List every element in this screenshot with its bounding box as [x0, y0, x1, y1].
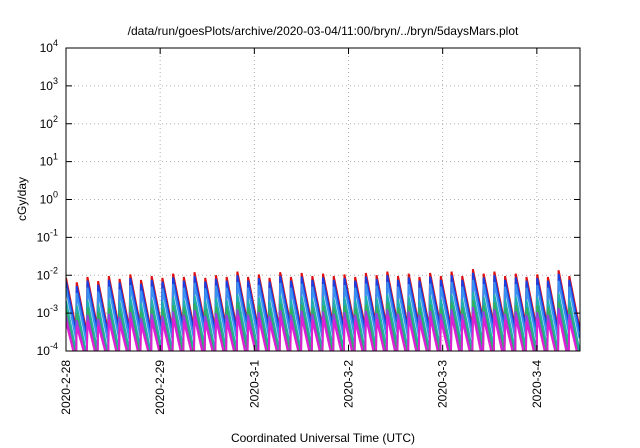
- x-tick-label: 2020-2-29: [153, 360, 167, 415]
- series-line-2: [66, 272, 580, 338]
- x-tick-label: 2020-3-3: [436, 360, 450, 408]
- y-tick-label: 103: [40, 76, 58, 93]
- x-tick-labels: 2020-2-28 2020-2-29 2020-3-1 2020-3-2 2020-3…: [59, 360, 544, 415]
- series-layer: [66, 268, 580, 351]
- series-line-7: [66, 312, 578, 351]
- y-tick-label: 101: [40, 152, 58, 169]
- series-line-6: [66, 306, 579, 351]
- y-tick-label: 10-2: [37, 265, 58, 282]
- x-tick-label: 2020-3-2: [342, 360, 356, 408]
- y-axis-label: cGy/day: [15, 177, 29, 221]
- x-tick-label: 2020-2-28: [59, 360, 73, 415]
- series-line-3: [66, 279, 580, 345]
- y-tick-label: 102: [40, 114, 58, 131]
- x-tick-label: 2020-3-4: [530, 360, 544, 408]
- series-line-4: [66, 291, 580, 351]
- axis-ticks: [65, 47, 580, 352]
- y-tick-label: 10-4: [37, 341, 58, 358]
- series-line-1: [66, 268, 580, 334]
- chart-title: /data/run/goesPlots/archive/2020-03-04/1…: [128, 24, 519, 38]
- y-tick-label: 104: [40, 38, 58, 55]
- x-tick-label: 2020-3-1: [247, 360, 261, 408]
- y-tick-labels: 104 103 102 101 100 10-1 10-2 10-3 10-4: [37, 38, 58, 358]
- x-axis-label: Coordinated Universal Time (UTC): [231, 431, 415, 445]
- y-tick-label: 10-3: [37, 303, 58, 320]
- series-line-5: [66, 299, 579, 351]
- y-tick-label: 100: [40, 190, 58, 207]
- y-tick-label: 10-1: [37, 227, 58, 244]
